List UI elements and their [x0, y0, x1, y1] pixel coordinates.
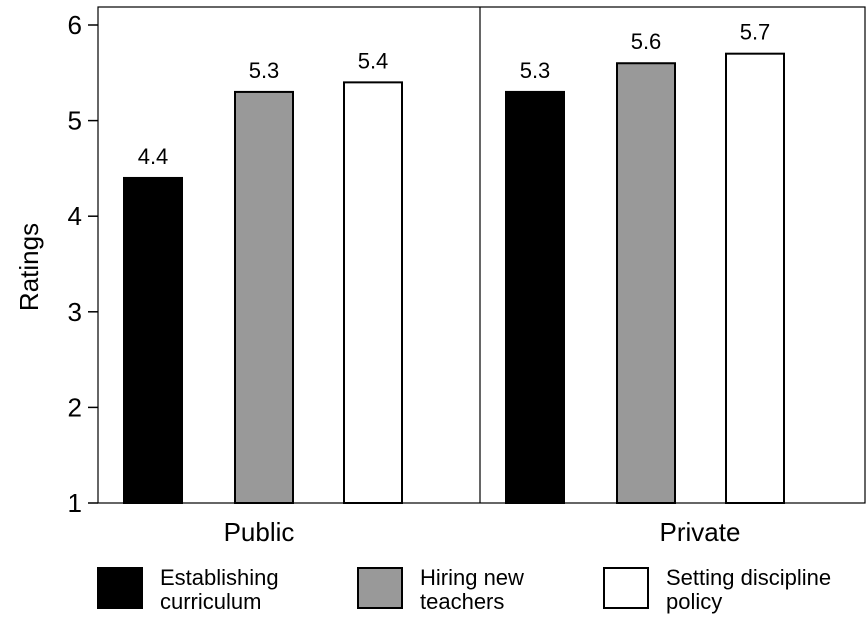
y-tick-label: 1: [68, 488, 82, 518]
y-tick-label: 5: [68, 106, 82, 136]
legend-label-line: teachers: [420, 589, 504, 614]
legend: Establishing curriculum Hiring new teachers…: [97, 565, 831, 614]
legend-label: Establishing curriculum: [160, 565, 279, 614]
legend-label-line: curriculum: [160, 589, 261, 614]
bar-value-label: 5.3: [249, 58, 280, 83]
y-tick-label: 3: [68, 297, 82, 327]
category-label: Private: [660, 517, 741, 547]
bar-value-label: 5.3: [520, 58, 551, 83]
legend-label: Hiring new teachers: [420, 565, 524, 614]
legend-item: Hiring new teachers: [357, 565, 524, 614]
legend-swatch: [357, 567, 403, 609]
bar-value-label: 5.7: [740, 20, 771, 45]
bar-value-label: 4.4: [138, 144, 169, 169]
y-axis: 1 2 3 4 5 6: [68, 10, 98, 518]
legend-item: Establishing curriculum: [97, 565, 279, 614]
y-tick-label: 2: [68, 392, 82, 422]
y-axis-title: Ratings: [14, 223, 44, 311]
bar-value-label: 5.4: [358, 48, 389, 73]
bar: [123, 176, 183, 505]
bar: [505, 90, 565, 504]
legend-item: Setting discipline policy: [603, 565, 831, 614]
bar: [616, 62, 676, 505]
category-label: Public: [224, 517, 295, 547]
bar: [234, 90, 294, 504]
legend-label-line: Setting discipline: [666, 565, 831, 590]
x-axis-labels: Public Private: [224, 517, 741, 547]
bar: [725, 52, 785, 505]
y-tick-label: 6: [68, 10, 82, 40]
legend-label: Setting discipline policy: [666, 565, 831, 614]
legend-label-line: policy: [666, 589, 722, 614]
legend-swatch: [97, 567, 143, 609]
y-tick-label: 4: [68, 201, 82, 231]
bars-group: 4.4 5.3 5.4 5.3 5.6 5.7: [123, 20, 785, 505]
plot-frame: [97, 6, 866, 504]
bar-value-label: 5.6: [631, 29, 662, 54]
bar: [343, 81, 403, 505]
legend-label-line: Hiring new: [420, 565, 524, 590]
legend-swatch: [603, 567, 649, 609]
plot-panels: [97, 6, 866, 504]
legend-label-line: Establishing: [160, 565, 279, 590]
